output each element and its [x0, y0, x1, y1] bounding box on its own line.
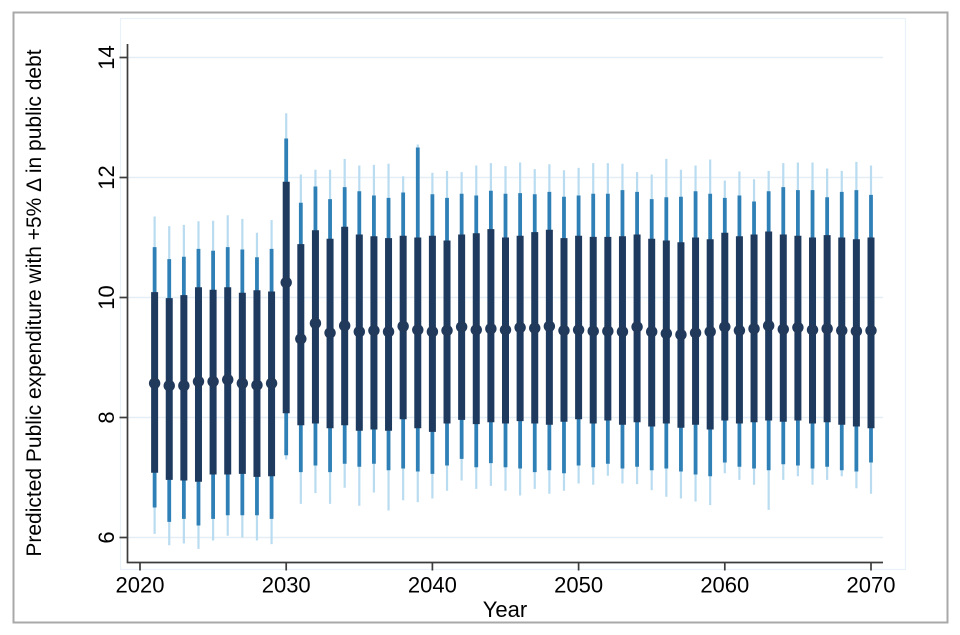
point-estimate: [689, 327, 702, 339]
point-estimate: [572, 324, 585, 336]
point-estimate: [806, 324, 819, 336]
point-estimate: [397, 320, 409, 332]
point-estimate: [792, 321, 804, 334]
point-estimate: [265, 377, 278, 389]
point-estimate: [178, 380, 190, 392]
point-estimate: [412, 324, 424, 336]
point-estimate: [148, 377, 161, 389]
point-estimate: [280, 276, 292, 289]
point-estimate: [514, 321, 526, 334]
point-estimate: [426, 326, 439, 338]
plot-region-border: [119, 17, 907, 571]
y-tick-label: 10: [94, 285, 119, 309]
y-tick-label: 14: [94, 45, 119, 69]
point-estimate: [222, 374, 234, 386]
point-estimate: [338, 320, 351, 332]
y-tick-label: 6: [94, 531, 119, 543]
x-tick-label: 2020: [116, 573, 165, 598]
point-estimate: [733, 324, 746, 337]
point-estimate: [163, 380, 175, 392]
point-estimate: [353, 326, 365, 338]
x-tick-label: 2050: [554, 573, 603, 598]
point-estimate: [704, 326, 716, 338]
point-estimate: [543, 320, 556, 332]
point-estimate: [587, 325, 599, 337]
point-estimate: [485, 323, 497, 335]
point-estimate: [865, 324, 877, 337]
point-estimate: [558, 324, 570, 337]
point-estimate: [309, 317, 322, 329]
point-estimate: [382, 326, 395, 338]
y-tick-label: 8: [94, 411, 119, 423]
point-estimate: [836, 324, 848, 337]
point-estimate: [762, 320, 775, 332]
x-tick-label: 2060: [700, 573, 749, 598]
point-estimate: [295, 333, 307, 345]
y-axis-title: Predicted Public expenditure with +5% Δ …: [23, 49, 46, 556]
point-estimate: [499, 324, 512, 336]
chart-layer: 6 8 10 12 14 2020 2030 2040 2050 2060 2070: [94, 44, 896, 598]
point-estimate: [529, 322, 541, 334]
x-tick-label: 2070: [847, 573, 896, 598]
y-tick-label: 12: [94, 165, 119, 189]
point-estimate: [368, 324, 380, 337]
point-estimate: [631, 321, 643, 333]
x-axis-title: Year: [483, 597, 527, 622]
point-estimate: [748, 323, 760, 335]
point-estimate: [616, 326, 629, 338]
point-estimate: [455, 321, 468, 333]
point-estimate: [850, 325, 863, 337]
point-estimate: [192, 375, 205, 388]
point-estimate: [719, 321, 731, 333]
x-tick-label: 2030: [262, 573, 311, 598]
point-estimate: [777, 323, 789, 335]
point-estimate: [660, 327, 673, 340]
point-estimate: [441, 324, 453, 337]
point-estimate: [251, 379, 263, 391]
point-estimate: [646, 326, 658, 338]
x-tick-label: 2040: [408, 573, 457, 598]
point-estimate: [324, 327, 336, 339]
point-estimate: [821, 323, 833, 335]
point-estimate: [675, 329, 687, 341]
point-estimate: [470, 324, 482, 336]
point-estimate: [207, 375, 219, 388]
point-estimate: [236, 377, 249, 389]
point-estimate: [602, 325, 614, 337]
